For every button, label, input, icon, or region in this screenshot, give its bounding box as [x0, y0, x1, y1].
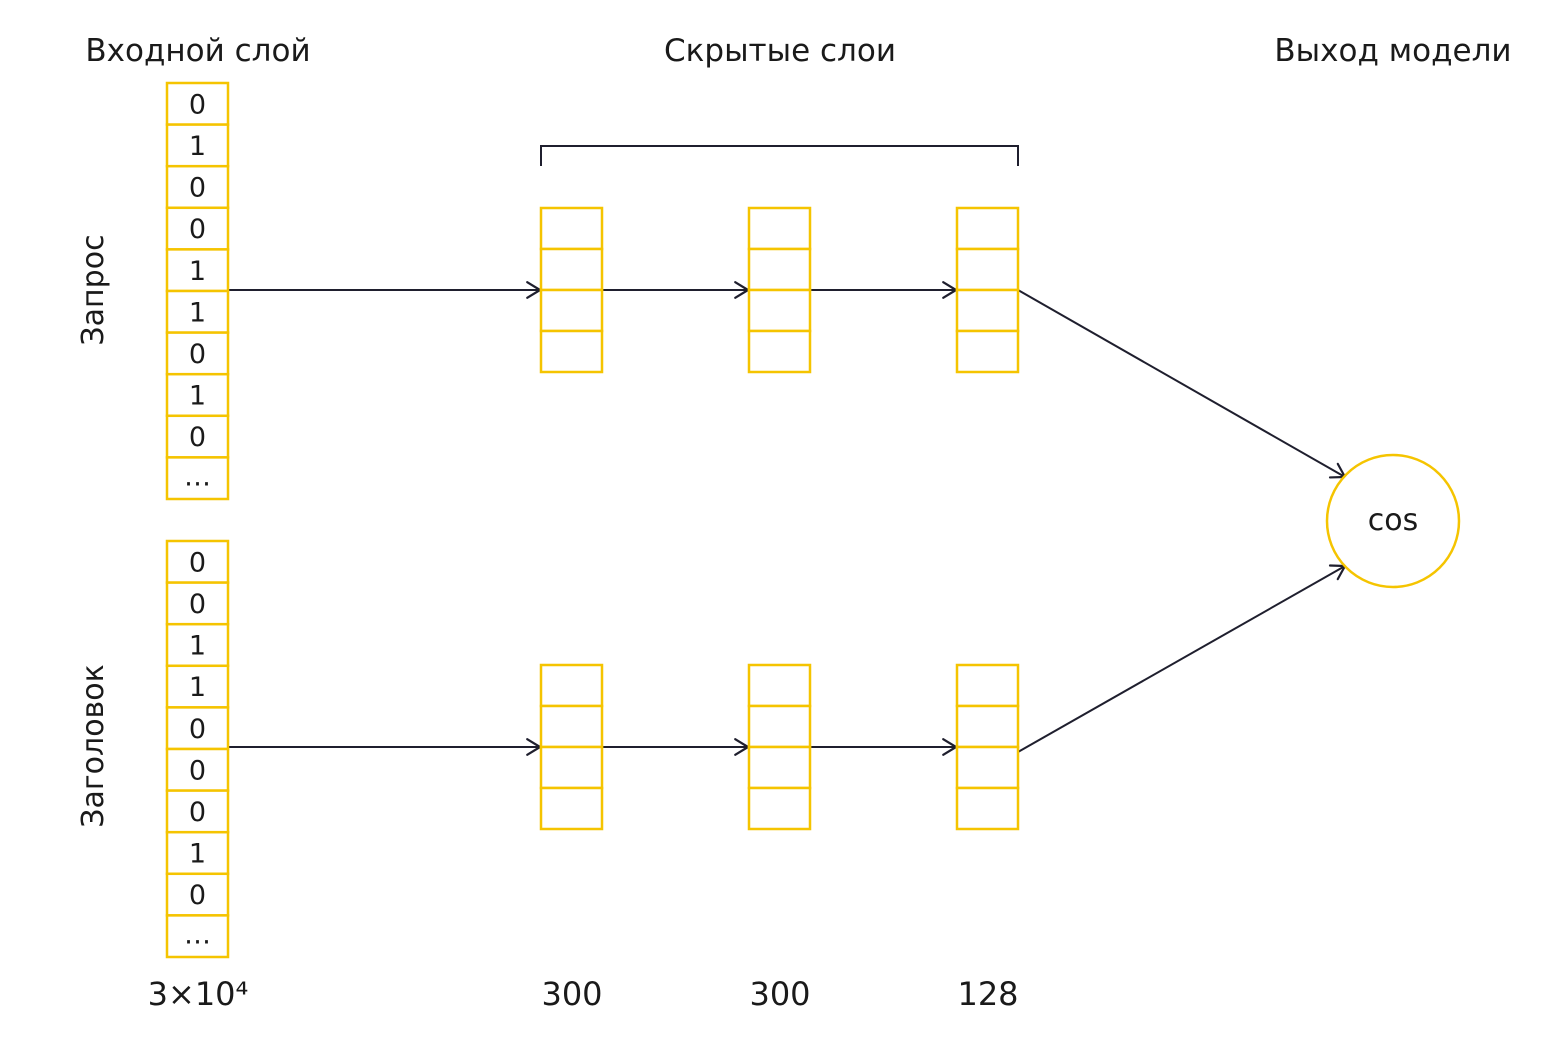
input-cell-value: 1 [189, 381, 206, 412]
branch-label-title: Заголовок [76, 664, 111, 827]
hidden-neuron-cell [539, 786, 604, 831]
input-cell [165, 414, 230, 459]
input-cell [165, 789, 230, 834]
hidden-neuron-cell [955, 786, 1020, 831]
input-cell [165, 706, 230, 751]
input-cell [165, 830, 230, 876]
input-cell-value: 0 [189, 422, 206, 453]
hidden-neuron-cell [747, 786, 812, 831]
input-size-label: 3×10⁴ [148, 975, 249, 1013]
hidden-neuron-cell [955, 329, 1020, 374]
input-cell-value: … [184, 920, 211, 951]
hidden-layer-3-title [955, 663, 1020, 831]
hidden-neuron-cell [539, 745, 604, 790]
hidden-layer-2-query [747, 206, 812, 374]
hidden-neuron-cell [747, 206, 812, 251]
input-column-query: 0 1 0 0 1 1 0 1 0 … [165, 81, 230, 501]
hidden-neuron-cell [747, 288, 812, 333]
hidden-layer-blocks [539, 206, 1020, 831]
input-cell [165, 664, 230, 709]
input-cell [165, 914, 230, 959]
input-cell-value: 0 [189, 880, 206, 911]
input-cell [165, 539, 230, 584]
input-column-title: 0 0 1 1 0 0 0 1 0 … [165, 539, 230, 959]
input-cell-value: … [184, 462, 211, 493]
branch-label-query: Запрос [76, 234, 111, 345]
arrow-hidden1-to-hidden2-query [602, 281, 750, 299]
hidden-neuron-cell [539, 663, 604, 708]
input-cell-value: 0 [189, 173, 206, 204]
hidden2-size-label: 300 [749, 975, 810, 1013]
hidden-neuron-cell [955, 247, 1020, 292]
hidden-neuron-cell [955, 704, 1020, 749]
input-cell-value: 0 [189, 714, 206, 745]
hidden-neuron-cell [955, 206, 1020, 251]
arrow-hidden2-to-hidden3-query [810, 281, 958, 299]
input-cell-value: 0 [189, 755, 206, 786]
input-cell-value: 1 [189, 256, 206, 287]
arrow-title-to-cos [1017, 564, 1347, 753]
hidden-neuron-cell [539, 704, 604, 749]
hidden-neuron-cell [539, 206, 604, 251]
input-cell-value: 1 [189, 131, 206, 162]
hidden-neuron-cell [955, 745, 1020, 790]
input-cell [165, 747, 230, 792]
hidden-neuron-cell [539, 288, 604, 333]
input-cell-value: 0 [189, 589, 206, 620]
hidden-neuron-cell [955, 663, 1020, 708]
cos-output-label: cos [1368, 503, 1418, 538]
input-cell-value: 0 [189, 797, 206, 828]
arrow-input-to-hidden1-query [228, 281, 542, 299]
hidden-layer-1-query [539, 206, 604, 374]
input-columns: 0 1 0 0 1 1 0 1 0 … 0 0 1 1 0 0 0 1 0 … [165, 81, 230, 959]
input-cell [165, 581, 230, 626]
hidden-neuron-cell [747, 247, 812, 292]
input-cell [165, 331, 230, 376]
input-cell [165, 248, 230, 293]
hidden-neuron-cell [539, 247, 604, 292]
input-cell-value: 1 [189, 631, 206, 662]
hidden-layer-3-query [955, 206, 1020, 374]
hidden1-size-label: 300 [541, 975, 602, 1013]
input-cell-value: 1 [189, 297, 206, 328]
hidden-layer-2-title [747, 663, 812, 831]
input-layer-title: Входной слой [85, 33, 310, 69]
input-cell [165, 456, 230, 501]
hidden-neuron-cell [747, 704, 812, 749]
input-cell [165, 206, 230, 251]
hidden-layers-title: Скрытые слои [664, 33, 896, 69]
hidden-layer-1-title [539, 663, 604, 831]
arrow-hidden2-to-hidden3-title [810, 738, 958, 756]
input-cell-value: 1 [189, 839, 206, 870]
input-cell [165, 289, 230, 334]
hidden-neuron-cell [539, 329, 604, 374]
arrow-input-to-hidden1-title [228, 738, 542, 756]
hidden3-size-label: 128 [957, 975, 1018, 1013]
cos-output-node [1325, 453, 1461, 589]
input-cell-value: 0 [189, 214, 206, 245]
arrow-hidden1-to-hidden2-title [602, 738, 750, 756]
hidden-neuron-cell [747, 745, 812, 790]
hidden-layers-bracket [540, 145, 1019, 166]
input-cell-value: 0 [189, 339, 206, 370]
input-cell-value: 1 [189, 672, 206, 703]
hidden-neuron-cell [747, 663, 812, 708]
arrow-query-to-cos [1017, 289, 1347, 479]
input-cell-value: 0 [189, 89, 206, 120]
hidden-neuron-cell [955, 288, 1020, 333]
model-output-title: Выход модели [1274, 33, 1511, 69]
hidden-neuron-cell [747, 329, 812, 374]
input-cell-value: 0 [189, 547, 206, 578]
